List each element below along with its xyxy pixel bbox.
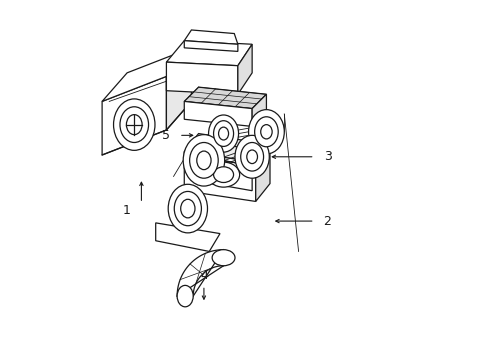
Ellipse shape [261,125,272,139]
Polygon shape [184,41,238,51]
Polygon shape [184,134,270,162]
Polygon shape [184,30,238,44]
Ellipse shape [197,151,211,170]
Ellipse shape [177,285,193,307]
Ellipse shape [214,121,234,147]
Polygon shape [184,87,267,109]
Ellipse shape [181,199,195,218]
Ellipse shape [168,184,207,233]
Polygon shape [256,144,270,202]
Polygon shape [102,76,167,155]
Text: 3: 3 [323,150,331,163]
Ellipse shape [183,135,224,186]
Polygon shape [252,94,267,126]
Ellipse shape [214,167,234,183]
Ellipse shape [212,249,235,266]
Text: 1: 1 [123,204,131,217]
Ellipse shape [219,127,228,140]
Ellipse shape [255,117,278,147]
Ellipse shape [207,162,240,187]
Text: 5: 5 [162,129,170,142]
Polygon shape [167,41,252,66]
Polygon shape [238,44,252,94]
Polygon shape [167,48,192,130]
Ellipse shape [209,115,239,152]
Polygon shape [184,152,256,202]
Polygon shape [102,48,192,102]
Ellipse shape [120,107,148,143]
Polygon shape [156,223,220,251]
Text: 4: 4 [200,269,208,282]
Ellipse shape [247,150,258,163]
Ellipse shape [114,99,155,150]
Text: 2: 2 [323,215,331,228]
Ellipse shape [241,143,264,171]
Ellipse shape [235,135,270,178]
Polygon shape [167,62,238,94]
Ellipse shape [126,114,142,135]
Polygon shape [184,102,252,126]
Ellipse shape [248,110,284,154]
Ellipse shape [174,192,201,226]
Ellipse shape [190,143,218,178]
